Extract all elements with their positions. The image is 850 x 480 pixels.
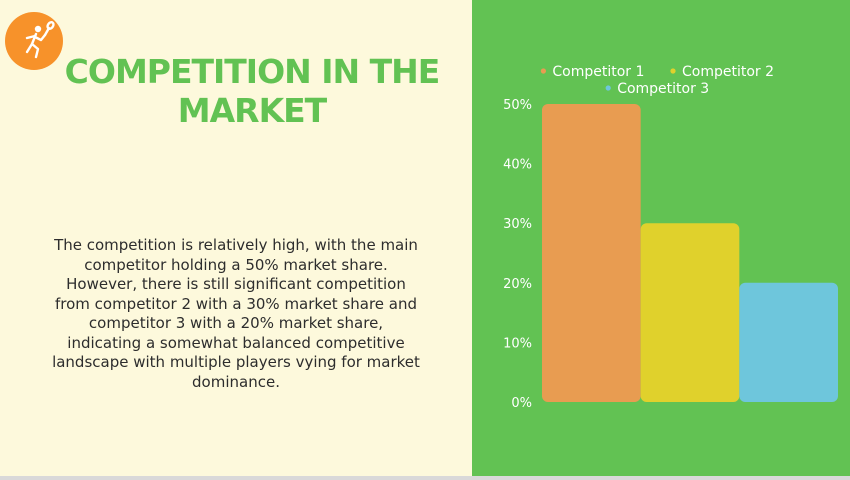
y-tick-label: 20%	[503, 277, 532, 292]
bar-competitor-3	[739, 282, 838, 402]
y-tick-label: 10%	[503, 336, 532, 351]
legend-label: Competitor 2	[682, 64, 774, 80]
y-axis: 0% 10% 20% 30% 40% 50%	[503, 98, 532, 411]
y-tick-label: 40%	[503, 158, 532, 173]
y-tick-label: 0%	[511, 396, 532, 411]
left-panel: Competition in the Market The competitio…	[5, 12, 441, 391]
legend-label: Competitor 1	[552, 64, 644, 80]
logo-badge	[5, 12, 63, 70]
legend-label: Competitor 3	[617, 81, 709, 97]
y-tick-label: 50%	[503, 98, 532, 113]
badminton-player-icon	[25, 20, 55, 59]
slide-title: Competition in the Market	[64, 52, 441, 130]
bar-series	[542, 104, 838, 402]
body-paragraph: The competition is relatively high, with…	[52, 236, 420, 391]
bar-competitor-1	[542, 104, 641, 402]
legend-marker	[670, 68, 676, 74]
y-tick-label: 30%	[503, 217, 532, 232]
bottom-divider	[0, 476, 850, 480]
legend-marker	[540, 68, 546, 74]
bar-competitor-2	[640, 223, 740, 402]
legend-marker	[605, 85, 611, 91]
